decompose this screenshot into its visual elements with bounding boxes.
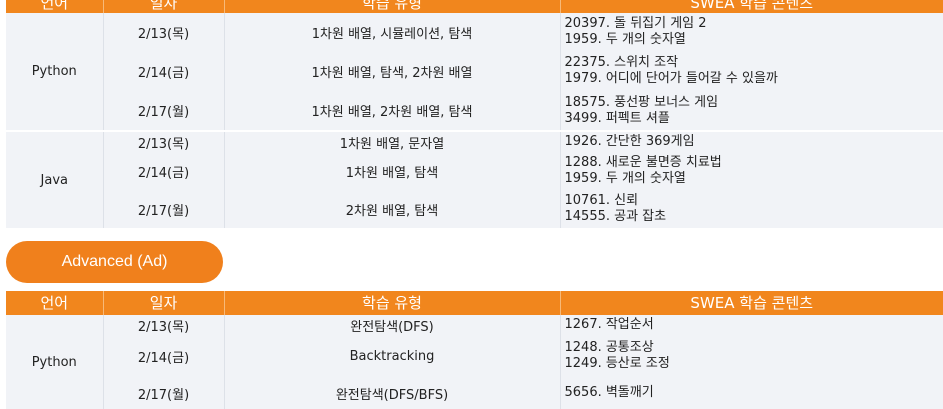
date-cell: 2/14(금) — [102, 51, 224, 91]
content-cell: 20397. 돌 뒤집기 게임 2 1959. 두 개의 숫자열 — [559, 13, 943, 51]
table-header-row: 언어 일자 학습 유형 SWEA 학습 콘텐츠 — [6, 0, 943, 13]
content-item: 20397. 돌 뒤집기 게임 2 — [564, 16, 707, 31]
table-row: 2/17(월) 1차원 배열, 2차원 배열, 탐색 18575. 풍선팡 보너… — [6, 91, 943, 131]
table-row: Python 2/13(목) 1차원 배열, 시뮬레이션, 탐색 20397. … — [6, 13, 943, 131]
type-cell: 2차원 배열, 탐색 — [223, 190, 560, 228]
content-item: 1267. 작업순서 — [564, 317, 654, 332]
type-cell: 1차원 배열, 시뮬레이션, 탐색 — [223, 13, 560, 51]
content-cell: 1288. 새로운 불면증 치료법 1959. 두 개의 숫자열 — [559, 152, 943, 190]
column-header-content: SWEA 학습 콘텐츠 — [559, 0, 943, 13]
date-cell: 2/17(월) — [102, 91, 224, 131]
table-header-row: 언어 일자 학습 유형 SWEA 학습 콘텐츠 — [6, 291, 943, 315]
content-cell: 10761. 신뢰 14555. 공과 잡초 — [559, 190, 943, 228]
content-item: 1959. 두 개의 숫자열 — [564, 32, 686, 47]
type-cell: 1차원 배열, 2차원 배열, 탐색 — [223, 91, 560, 131]
advanced-schedule-table: 언어 일자 학습 유형 SWEA 학습 콘텐츠 Python 2/13(목) 완… — [6, 291, 943, 409]
content-item: 1249. 등산로 조정 — [564, 356, 670, 371]
content-cell: 18575. 풍선팡 보너스 게임 3499. 퍼펙트 셔플 — [559, 91, 943, 131]
table-row: 2/14(금) Backtracking 1248. 공통조상 1249. 등산… — [6, 335, 943, 377]
lang-cell: Python — [6, 315, 103, 409]
content-cell: 1248. 공통조상 1249. 등산로 조정 — [559, 335, 943, 377]
content-item: 1926. 간단한 369게임 — [564, 134, 695, 149]
content-cell: 5656. 벽돌깨기 — [559, 377, 943, 409]
type-cell: 1차원 배열, 탐색 — [223, 152, 560, 190]
content-item: 3499. 퍼펙트 셔플 — [564, 110, 670, 126]
table-row: 2/14(금) 1차원 배열, 탐색, 2차원 배열 22375. 스위치 조작… — [6, 51, 943, 91]
type-cell: 완전탐색(DFS) — [223, 315, 560, 335]
date-cell: 2/13(목) — [102, 315, 224, 335]
lang-cell: Python — [6, 13, 103, 131]
table-row: 2/17(월) 2차원 배열, 탐색 10761. 신뢰 14555. 공과 잡… — [6, 190, 943, 228]
content-item: 18575. 풍선팡 보너스 게임 — [564, 94, 719, 110]
content-item: 1979. 어디에 단어가 들어갈 수 있을까 — [564, 71, 778, 86]
content-item: 1248. 공통조상 — [564, 340, 654, 355]
column-header-date: 일자 — [102, 291, 224, 315]
column-header-lang: 언어 — [6, 0, 103, 13]
content-item: 10761. 신뢰 — [564, 193, 639, 208]
type-cell: Backtracking — [223, 335, 560, 377]
date-cell: 2/17(월) — [102, 377, 224, 409]
content-cell: 1926. 간단한 369게임 — [559, 130, 943, 152]
content-item: 22375. 스위치 조작 — [564, 55, 679, 70]
type-cell: 1차원 배열, 탐색, 2차원 배열 — [223, 51, 560, 91]
content-item: 5656. 벽돌깨기 — [564, 385, 654, 400]
date-cell: 2/13(목) — [102, 130, 224, 152]
table-row: 2/14(금) 1차원 배열, 탐색 1288. 새로운 불면증 치료법 195… — [6, 152, 943, 190]
date-cell: 2/14(금) — [102, 152, 224, 190]
table-row: Java 2/13(목) 1차원 배열, 문자열 1926. 간단한 369게임 — [6, 130, 943, 228]
table-row: 2/17(월) 완전탐색(DFS/BFS) 5656. 벽돌깨기 — [6, 377, 943, 409]
basic-schedule-table: 언어 일자 학습 유형 SWEA 학습 콘텐츠 Python 2/13(목) 1… — [6, 0, 943, 228]
content-item: 1288. 새로운 불면증 치료법 — [564, 155, 722, 170]
content-item: 1959. 두 개의 숫자열 — [564, 171, 686, 186]
column-header-content: SWEA 학습 콘텐츠 — [559, 291, 943, 315]
table-row: Python 2/13(목) 완전탐색(DFS) 1267. 작업순서 — [6, 315, 943, 409]
date-cell: 2/14(금) — [102, 335, 224, 377]
column-header-type: 학습 유형 — [223, 0, 560, 13]
advanced-section-label: Advanced (Ad) — [6, 241, 223, 283]
content-cell: 22375. 스위치 조작 1979. 어디에 단어가 들어갈 수 있을까 — [559, 51, 943, 91]
date-cell: 2/17(월) — [102, 190, 224, 228]
type-cell: 완전탐색(DFS/BFS) — [223, 377, 560, 409]
column-header-type: 학습 유형 — [223, 291, 560, 315]
type-cell: 1차원 배열, 문자열 — [223, 130, 560, 152]
column-header-lang: 언어 — [6, 291, 103, 315]
content-cell: 1267. 작업순서 — [559, 315, 943, 335]
date-cell: 2/13(목) — [102, 13, 224, 51]
content-item: 14555. 공과 잡초 — [564, 209, 667, 224]
lang-cell: Java — [6, 130, 103, 228]
column-header-date: 일자 — [102, 0, 224, 13]
